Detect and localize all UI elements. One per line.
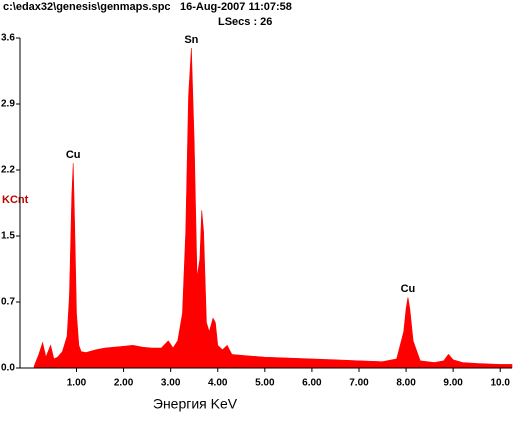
- x-tick-label: 7.00: [349, 378, 369, 389]
- y-tick-label: 2.2: [1, 165, 15, 176]
- spectrum: [33, 47, 513, 369]
- x-axis-label: Энергия KeV: [153, 396, 238, 412]
- live-seconds: LSecs : 26: [218, 16, 272, 28]
- y-tick-label: 2.9: [1, 99, 15, 110]
- y-tick-label: 1.5: [1, 231, 15, 242]
- peak-label: Sn: [184, 34, 198, 46]
- x-tick-label: 8.00: [396, 378, 416, 389]
- peak-label: Cu: [401, 283, 416, 295]
- y-tick-label: 3.6: [1, 33, 15, 44]
- peak-label: Cu: [66, 149, 81, 161]
- x-tick-label: 1.00: [67, 378, 87, 389]
- timestamp: 16-Aug-2007 11:07:58: [180, 1, 292, 13]
- x-tick-label: 9.00: [443, 378, 463, 389]
- x-tick-label: 5.00: [255, 378, 275, 389]
- x-tick-label: 3.00: [161, 378, 181, 389]
- y-tick-label: 0.7: [1, 297, 15, 308]
- x-tick-label: 6.00: [302, 378, 322, 389]
- file-path: c:\edax32\genesis\genmaps.spc: [3, 1, 171, 13]
- x-tick-label: 2.00: [114, 378, 134, 389]
- y-axis-label: KCnt: [2, 194, 29, 206]
- y-tick-label: 0.0: [1, 363, 15, 374]
- x-tick-label: 4.00: [208, 378, 228, 389]
- x-tick-label: 10.0: [490, 378, 510, 389]
